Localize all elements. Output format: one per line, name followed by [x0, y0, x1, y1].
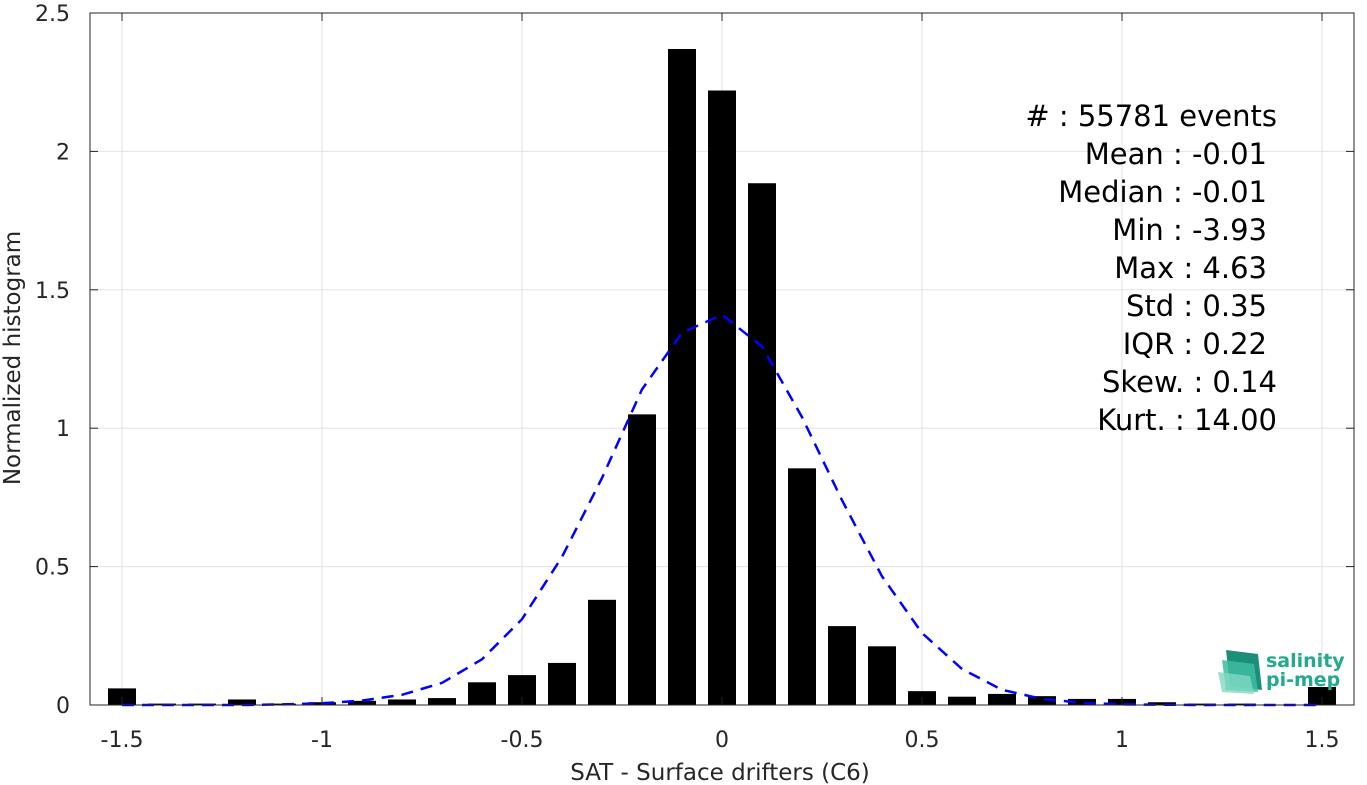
logo-text-pimep: pi-mep	[1266, 669, 1340, 691]
x-tick-label: -1	[311, 728, 333, 753]
histogram-bar	[988, 693, 1016, 705]
histogram-bar	[668, 48, 696, 705]
logo-text-salinity: salinity	[1266, 650, 1345, 672]
tick-labels: -1.5 -1 -0.5 0 0.5 1 1.5 0 0.5 1 1.5 2 2.5	[35, 2, 1340, 753]
histogram-bar	[588, 599, 616, 705]
x-tick-label: 0	[715, 728, 729, 753]
y-tick-label: 0.5	[35, 556, 70, 581]
stat-min: Min : -3.93	[1112, 213, 1267, 247]
stat-skew: Skew. : 0.14	[1102, 365, 1277, 399]
histogram-bar	[1148, 702, 1176, 705]
histogram-bar	[1028, 696, 1056, 705]
stat-std: Std : 0.35	[1126, 289, 1267, 323]
stat-median: Median : -0.01	[1058, 175, 1267, 209]
salinity-pimep-logo: salinity pi-mep	[1218, 650, 1345, 694]
histogram-bar	[1188, 703, 1216, 705]
stat-kurt: Kurt. : 14.00	[1097, 403, 1277, 437]
y-tick-label: 1	[56, 417, 70, 442]
stat-mean: Mean : -0.01	[1085, 137, 1267, 171]
stat-iqr: IQR : 0.22	[1123, 327, 1267, 361]
histogram-bar	[708, 90, 736, 705]
histogram-bar	[548, 662, 576, 705]
wave-logo-icon	[1218, 650, 1262, 694]
stat-events: # : 55781 events	[1025, 99, 1277, 133]
x-axis-label: SAT - Surface drifters (C6)	[570, 760, 870, 785]
x-tick-label: 0.5	[905, 728, 940, 753]
histogram-bars	[108, 48, 1336, 705]
histogram-bar	[1228, 703, 1256, 705]
histogram-bar	[748, 183, 776, 705]
y-tick-label: 2	[56, 140, 70, 165]
histogram-bar	[828, 626, 856, 705]
x-tick-label: -1.5	[101, 728, 144, 753]
histogram-bar	[228, 699, 256, 705]
plot-axes	[89, 12, 1355, 706]
x-tick-label: 1	[1115, 728, 1129, 753]
histogram-bar	[788, 468, 816, 705]
histogram-bar	[388, 699, 416, 705]
y-tick-label: 0	[56, 694, 70, 719]
x-tick-label: 1.5	[1305, 728, 1340, 753]
histogram-bar	[868, 646, 896, 705]
histogram-bar	[628, 414, 656, 705]
histogram-bar	[428, 698, 456, 705]
y-axis-label: Normalized histogram	[0, 231, 26, 485]
y-tick-label: 1.5	[35, 279, 70, 304]
histogram-bar	[108, 688, 136, 705]
histogram-bar	[348, 700, 376, 705]
histogram-bar	[1068, 698, 1096, 705]
histogram-bar	[468, 682, 496, 705]
histogram-bar	[1308, 687, 1336, 705]
y-tick-label: 2.5	[35, 2, 70, 27]
stat-max: Max : 4.63	[1114, 251, 1267, 285]
stats-box: # : 55781 events Mean : -0.01 Median : -…	[1025, 99, 1277, 437]
histogram-bar	[948, 696, 976, 705]
x-tick-label: -0.5	[501, 728, 544, 753]
